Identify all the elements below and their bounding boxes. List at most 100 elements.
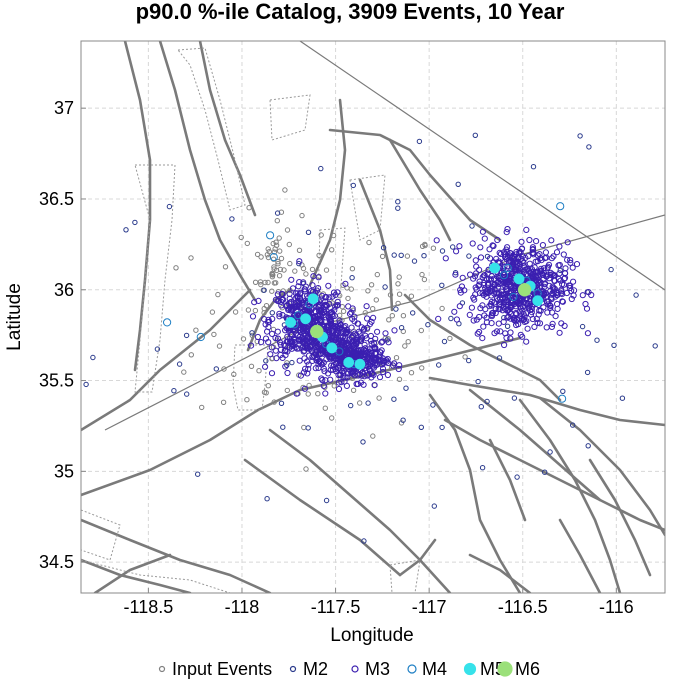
event-point-m3 <box>363 303 370 310</box>
event-point-input-events <box>316 252 322 259</box>
event-point-m3 <box>550 272 557 279</box>
event-point-m3 <box>555 275 562 283</box>
event-point-input-events <box>275 259 281 265</box>
event-point-m2 <box>350 182 356 189</box>
event-point-m3 <box>305 365 312 373</box>
event-point-m3 <box>491 330 498 337</box>
event-point-m3 <box>556 329 563 336</box>
event-point-m2 <box>439 424 445 431</box>
event-point-m3 <box>289 285 297 292</box>
event-point-m3 <box>538 270 545 277</box>
event-point-input-events <box>211 331 217 338</box>
event-point-m2 <box>393 306 399 312</box>
event-point-m5 <box>285 316 297 328</box>
event-point-m3 <box>516 250 523 257</box>
event-point-m3 <box>317 360 325 367</box>
event-point-m3 <box>579 292 586 299</box>
x-tick-label: -116.5 <box>498 597 548 617</box>
event-point-m3 <box>487 255 494 262</box>
event-point-input-events <box>370 433 376 439</box>
event-point-input-events <box>362 310 368 316</box>
event-point-m3 <box>523 338 530 345</box>
event-point-m2 <box>472 132 478 139</box>
event-point-m3 <box>282 363 289 370</box>
event-point-m3 <box>366 321 373 328</box>
event-point-input-events <box>385 336 391 342</box>
event-point-m3 <box>364 315 371 322</box>
event-point-m5 <box>343 356 355 368</box>
event-point-m3 <box>479 335 486 342</box>
event-point-m2 <box>431 503 437 509</box>
event-point-input-events <box>244 397 250 403</box>
event-point-m3 <box>559 298 566 305</box>
event-point-m3 <box>509 260 517 267</box>
event-point-input-events <box>303 271 309 277</box>
event-point-m3 <box>457 289 464 296</box>
event-point-input-events <box>447 335 453 342</box>
event-point-m3 <box>473 270 480 277</box>
event-point-m3 <box>472 257 479 264</box>
event-point-input-events <box>222 264 229 270</box>
event-point-m4 <box>266 231 275 240</box>
y-tick-label: 34.5 <box>39 552 74 572</box>
event-point-m2 <box>398 252 404 259</box>
event-point-m3 <box>315 285 322 292</box>
event-point-m3 <box>456 243 463 250</box>
event-point-m3 <box>523 318 530 325</box>
event-point-m2 <box>154 346 161 352</box>
event-point-m3 <box>282 352 289 359</box>
event-point-m2 <box>608 266 614 273</box>
event-point-m3 <box>312 351 319 358</box>
event-point-m3 <box>535 273 542 280</box>
event-point-m3 <box>308 336 315 343</box>
event-point-input-events <box>220 399 227 405</box>
event-point-m5 <box>489 262 501 274</box>
event-point-m3 <box>479 228 486 235</box>
x-tick-label: -118.5 <box>124 597 174 617</box>
event-point-m3 <box>337 337 344 344</box>
event-point-input-events <box>322 384 328 390</box>
event-point-m3 <box>306 352 313 359</box>
event-point-m3 <box>527 292 534 300</box>
event-point-m3 <box>301 325 308 332</box>
event-point-input-events <box>258 254 264 260</box>
event-point-m3 <box>332 303 339 310</box>
legend-label: M3 <box>365 659 390 679</box>
event-point-m3 <box>573 261 581 268</box>
event-point-m3 <box>466 311 473 318</box>
event-point-m2 <box>176 361 183 367</box>
event-point-m3 <box>265 339 272 346</box>
event-point-m3 <box>345 303 352 310</box>
event-point-m3 <box>316 313 323 320</box>
event-point-input-events <box>408 293 415 299</box>
event-point-input-events <box>340 308 347 314</box>
event-point-m3 <box>296 279 303 286</box>
event-point-m3 <box>294 290 301 297</box>
event-point-input-events <box>215 291 221 298</box>
event-point-m2 <box>264 496 270 502</box>
legend-item-m2: M2 <box>289 659 328 679</box>
event-point-m3 <box>536 320 544 327</box>
event-point-m3 <box>327 376 334 383</box>
event-point-m3 <box>493 255 500 262</box>
event-point-m4 <box>503 263 512 273</box>
event-point-m3 <box>385 339 392 346</box>
event-point-m3 <box>323 307 330 314</box>
event-point-m2 <box>436 362 442 368</box>
event-point-input-events <box>306 382 312 389</box>
legend-label: M4 <box>422 659 447 679</box>
event-point-input-events <box>395 300 401 307</box>
event-point-input-events <box>181 369 187 375</box>
event-point-m2 <box>484 398 490 405</box>
event-point-input-events <box>396 376 403 382</box>
event-point-input-events <box>315 391 321 397</box>
event-point-m3 <box>456 303 463 310</box>
event-point-m3 <box>268 370 276 377</box>
event-point-m3 <box>322 390 329 397</box>
event-point-m3 <box>457 286 464 293</box>
event-point-m3 <box>367 332 374 340</box>
event-point-m3 <box>570 278 577 285</box>
event-point-m3 <box>521 299 528 306</box>
event-point-m3 <box>348 324 355 331</box>
event-point-m3 <box>519 333 526 340</box>
